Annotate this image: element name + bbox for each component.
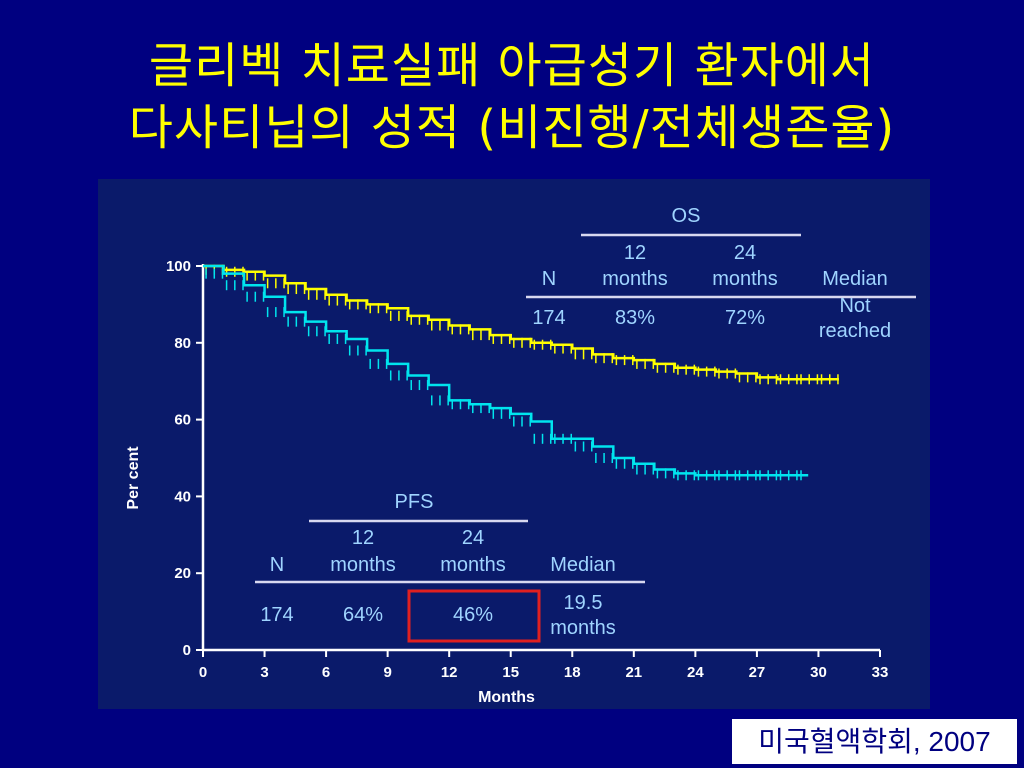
x-tick-label: 12: [441, 664, 458, 681]
x-tick-label: 9: [383, 664, 391, 681]
x-tick-label: 21: [625, 664, 642, 681]
os-table-group-label: OS: [672, 205, 701, 227]
os-table-value-cell: 174: [532, 307, 565, 329]
x-tick-label: 27: [749, 664, 766, 681]
pfs-table-header-cell: months: [440, 554, 506, 576]
pfs-table-value-cell: 174: [260, 604, 293, 626]
pfs-table-value-cell: 46%: [453, 604, 493, 626]
chart-axes: 0 3 6 9 12 15 18 21 24 27 30 33 0 20 40 60 80 100 Months Pe…: [125, 258, 888, 706]
os-table-value-cell: 83%: [615, 307, 655, 329]
os-table-header-cell: Median: [822, 268, 888, 290]
y-axis-label: Per cent: [125, 446, 142, 510]
x-tick-label: 30: [810, 664, 827, 681]
y-tick-label: 100: [166, 258, 191, 275]
pfs-table-header-cell: 12: [352, 527, 374, 549]
y-tick-label: 20: [174, 565, 191, 582]
os-table-header-cell: months: [712, 268, 778, 290]
pfs-summary-table: PFS N 12 months 24 months Median 174 64% 46% 19.5 m…: [255, 491, 645, 643]
os-table-value-cell: reached: [819, 320, 891, 342]
slide-title-line-1: 글리벡 치료실패 아급성기 환자에서: [148, 38, 876, 94]
x-tick-label: 24: [687, 664, 704, 681]
pfs-table-header-cell: N: [270, 554, 284, 576]
x-tick-label: 15: [502, 664, 519, 681]
y-tick-label: 60: [174, 412, 191, 429]
os-table-header-cell: 12: [624, 242, 646, 264]
pfs-table-header-cell: 24: [462, 527, 484, 549]
slide-title-line-2: 다사티닙의 성적 (비진행/전체생존율): [128, 100, 896, 156]
pfs-table-value-cell: 19.5: [564, 592, 603, 614]
pfs-table-header-cell: months: [330, 554, 396, 576]
os-table-header-cell: N: [542, 268, 556, 290]
chart-series: [203, 264, 839, 481]
os-table-header-cell: months: [602, 268, 668, 290]
survival-chart: 0 3 6 9 12 15 18 21 24 27 30 33 0 20 40 60 80 100 Months Pe…: [125, 205, 916, 706]
os-summary-table: OS N 12 months 24 months Median 174 83% 72% Not rea…: [526, 205, 916, 342]
x-tick-label: 18: [564, 664, 581, 681]
y-tick-label: 80: [174, 335, 191, 352]
x-axis-label: Months: [478, 689, 535, 706]
x-tick-label: 0: [199, 664, 207, 681]
x-tick-label: 6: [322, 664, 330, 681]
citation-box: 미국혈액학회, 2007: [732, 719, 1017, 764]
pfs-table-value-cell: months: [550, 617, 616, 639]
survival-chart-panel: 0 3 6 9 12 15 18 21 24 27 30 33 0 20 40 60 80 100 Months Pe…: [98, 179, 930, 709]
os-table-value-cell: Not: [839, 295, 871, 317]
y-tick-label: 0: [183, 642, 191, 659]
x-tick-label: 3: [260, 664, 268, 681]
x-tick-label: 33: [872, 664, 889, 681]
pfs-curve: [203, 264, 809, 477]
pfs-table-group-label: PFS: [395, 491, 434, 513]
os-table-value-cell: 72%: [725, 307, 765, 329]
os-curve: [203, 264, 839, 381]
os-table-header-cell: 24: [734, 242, 756, 264]
pfs-table-value-cell: 64%: [343, 604, 383, 626]
y-tick-label: 40: [174, 488, 191, 505]
pfs-table-header-cell: Median: [550, 554, 616, 576]
highlight-box: [407, 589, 541, 643]
